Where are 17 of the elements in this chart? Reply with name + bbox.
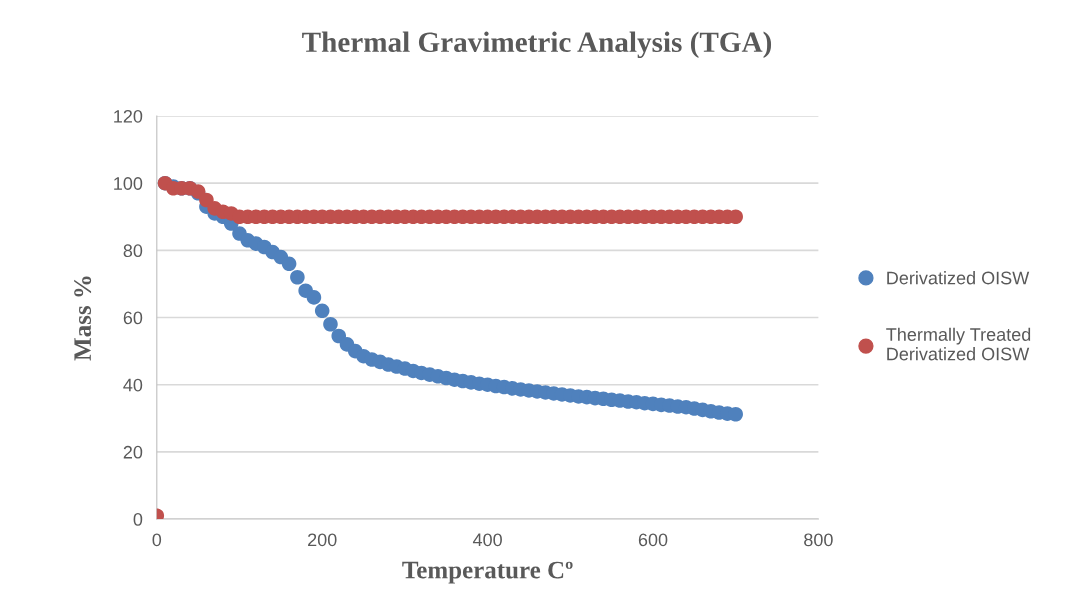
y-tick-label: 120 (114, 109, 143, 123)
x-tick-label: 0 (152, 533, 162, 547)
y-axis-title: Mass % (74, 276, 92, 361)
y-tick-label: 0 (133, 513, 143, 526)
legend-label: Derivatized OISW (887, 271, 1030, 285)
y-tick-label: 60 (123, 311, 143, 325)
x-tick-label: 800 (804, 533, 833, 547)
y-tick-label: 40 (123, 378, 143, 392)
x-tick-label: 600 (638, 533, 668, 547)
y-tick-label: 100 (114, 177, 143, 190)
y-tick-label: 20 (123, 445, 143, 459)
x-axis-title: Temperature Cº (402, 561, 573, 584)
legend-label: Thermally Treated Derivatized OISW (886, 327, 1031, 361)
x-tick-label: 400 (472, 533, 502, 547)
x-tick-label: 200 (308, 533, 337, 547)
y-tick-label: 80 (123, 244, 143, 258)
chart-title: Thermal Gravimetric Analysis (TGA) (302, 31, 772, 59)
